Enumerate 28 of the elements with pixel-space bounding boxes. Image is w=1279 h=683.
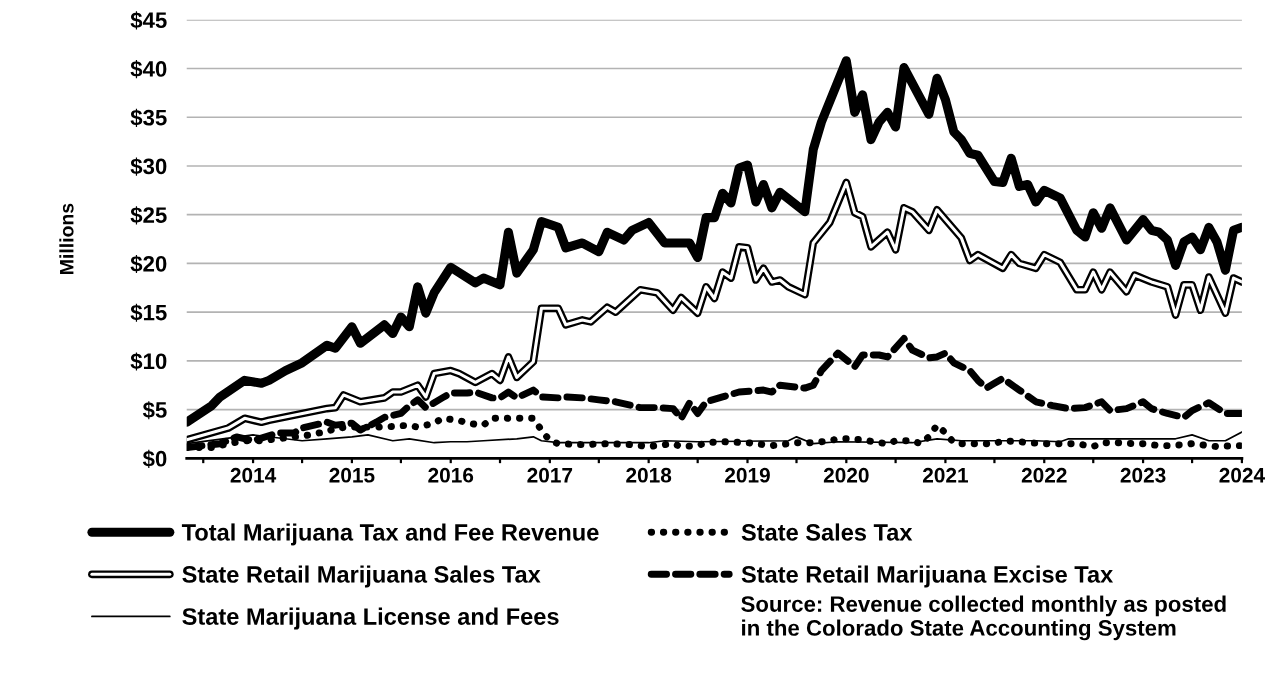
y-tick-label: $25 — [130, 206, 167, 225]
x-tick-label: 2020 — [823, 467, 869, 483]
y-tick-label: $5 — [142, 401, 167, 420]
source-note: Source: Revenue collected monthly as posted in the Colorado State Accounting System — [741, 595, 1226, 641]
y-tick-label: $40 — [130, 60, 167, 79]
x-tick-label: 2016 — [428, 467, 474, 483]
legend-label: State Sales Tax — [741, 523, 913, 541]
y-tick-label: $20 — [130, 254, 167, 274]
x-tick-label: 2017 — [527, 467, 573, 483]
y-tick-label: $35 — [130, 108, 167, 127]
x-tick-label: 2014 — [230, 467, 277, 483]
y-tick-label: $30 — [130, 157, 167, 176]
y-tick-label: $10 — [130, 352, 167, 371]
legend-label: Total Marijuana Tax and Fee Revenue — [181, 523, 599, 546]
y-tick-label: $15 — [130, 303, 167, 322]
x-tick-label: 2023 — [1120, 467, 1166, 483]
x-tick-label: 2021 — [922, 467, 969, 483]
y-tick-label: $45 — [130, 11, 167, 30]
legend-label: State Retail Marijuana Excise Tax — [741, 565, 1114, 588]
legend-label: State Marijuana License and Fees — [182, 607, 559, 630]
x-tick-label: 2018 — [626, 467, 672, 483]
legend-label: State Retail Marijuana Sales Tax — [182, 565, 541, 588]
x-tick-label: 2022 — [1021, 467, 1067, 483]
x-tick-label: 2019 — [725, 467, 770, 483]
y-tick-label: $0 — [142, 449, 167, 468]
y-axis-title: Millions — [59, 203, 74, 274]
x-tick-label: 2024 — [1219, 467, 1265, 483]
x-tick-label: 2015 — [329, 467, 375, 483]
